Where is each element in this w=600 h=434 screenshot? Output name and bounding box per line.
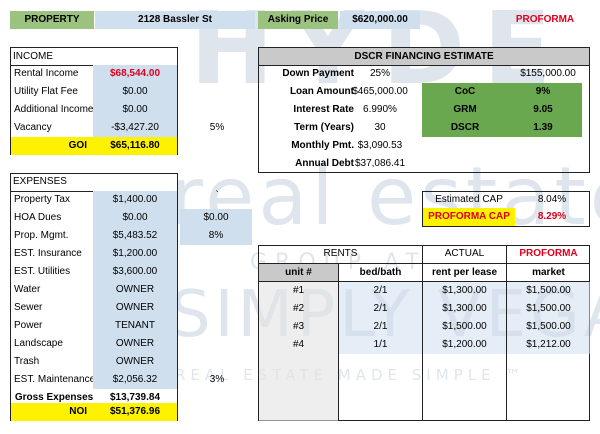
noi-value: $51,376.96 <box>93 403 177 421</box>
income-label-vacancy: Vacancy <box>14 122 52 133</box>
expenses-title: EXPENSES <box>13 176 67 187</box>
rent-row-2-market: $1,500.00 <box>526 303 571 314</box>
income-value-vacancy: -$3,427.20 <box>93 119 177 137</box>
rent-row-2-unit: #2 <box>292 303 305 314</box>
rent-row-1-bedbath: 2/1 <box>373 285 388 296</box>
expense-label-water: Water <box>14 284 41 295</box>
gross-expenses-value: $13,739.84 <box>109 392 161 403</box>
col-bed-bath: bed/bath <box>359 267 402 278</box>
rent-row-3-unit: #3 <box>292 321 305 332</box>
col-market: market <box>532 267 565 278</box>
rents-title: RENTS <box>323 248 358 259</box>
dscr-box <box>258 47 590 173</box>
expense-label-hoa: HOA Dues <box>14 212 62 223</box>
expense-extra-maintenance: 3% <box>209 374 225 385</box>
asking-price-value: $620,000.00 <box>340 11 420 29</box>
metric-label-grm: GRM <box>453 104 477 115</box>
expense-label-landscape: Landscape <box>14 338 63 349</box>
dscr-down-payment-amount: $155,000.00 <box>520 68 576 79</box>
cap-box <box>422 191 590 227</box>
proforma-cap-value: 8.29% <box>537 211 567 222</box>
expense-value-water: OWNER <box>93 281 177 299</box>
noi-label: NOI <box>11 403 93 421</box>
expense-value-maintenance: $2,056.32 <box>93 371 177 389</box>
expense-value-landscape: OWNER <box>93 335 177 353</box>
rent-row-4-market: $1,212.00 <box>526 339 571 350</box>
expense-value-tax: $1,400.00 <box>93 191 177 209</box>
expense-label-maintenance: EST. Maintenance <box>14 374 94 385</box>
rent-row-3-market: $1,500.00 <box>526 321 571 332</box>
expense-extra-mgmt: 8% <box>180 227 252 245</box>
col-rent-per-lease: rent per lease <box>431 267 498 278</box>
proforma-header: PROFORMA <box>515 14 575 25</box>
expense-value-insurance: $1,200.00 <box>93 245 177 263</box>
proforma-cap-label: PROFORMA CAP <box>423 208 515 226</box>
vacancy-percent: 5% <box>209 122 225 133</box>
dscr-value-monthly: $3,090.53 <box>357 140 403 151</box>
expense-label-utilities: EST. Utilities <box>14 266 71 277</box>
dscr-value-rate: 6.990% <box>363 104 397 115</box>
income-value-additional: $0.00 <box>93 101 177 119</box>
rent-row-4-bedbath: 1/1 <box>373 339 388 350</box>
expense-value-hoa: $0.00 <box>93 209 177 227</box>
rents-actual-label: ACTUAL <box>444 248 485 259</box>
metric-label-dscr: DSCR <box>450 122 480 133</box>
rent-row-4-unit: #4 <box>292 339 305 350</box>
expense-extra-hoa: $0.00 <box>180 209 252 227</box>
rent-row-1-unit: #1 <box>292 285 305 296</box>
income-title: INCOME <box>13 51 53 62</box>
dscr-value-loan: $465,000.00 <box>352 86 408 97</box>
expense-label-sewer: Sewer <box>14 302 43 313</box>
property-address: 2128 Bassler St <box>95 11 255 29</box>
property-label: PROPERTY <box>10 11 94 29</box>
expense-label-insurance: EST. Insurance <box>14 248 82 259</box>
estimated-cap-label: Estimated CAP <box>435 194 503 205</box>
expense-extra-tax: ` <box>215 190 219 201</box>
expense-value-mgmt: $5,483.52 <box>93 227 177 245</box>
metric-value-dscr: 1.39 <box>533 122 553 133</box>
dscr-value-annual: $37,086.41 <box>354 158 406 169</box>
rent-row-4-lease: $1,200.00 <box>442 339 487 350</box>
rent-row-1-lease: $1,300.00 <box>442 285 487 296</box>
rent-row-1-market: $1,500.00 <box>526 285 571 296</box>
expense-label-tax: Property Tax <box>14 194 70 205</box>
dscr-label-annual: Annual Debt <box>295 158 354 169</box>
dscr-label-loan: Loan Amount <box>289 86 354 97</box>
dscr-label-term: Term (Years) <box>294 122 354 133</box>
expense-value-power: TENANT <box>93 317 177 335</box>
dscr-label-down-payment: Down Payment <box>282 68 354 79</box>
expense-value-utilities: $3,600.00 <box>93 263 177 281</box>
dscr-label-monthly: Monthly Pmt. <box>291 140 354 151</box>
expense-label-mgmt: Prop. Mgmt. <box>14 230 69 241</box>
income-label-rental: Rental Income <box>14 68 79 79</box>
income-label-additional: Additional Income <box>14 104 94 115</box>
rent-row-3-lease: $1,500.00 <box>442 321 487 332</box>
metric-label-coc: CoC <box>454 86 476 97</box>
income-value-rental: $68,544.00 <box>93 65 177 83</box>
metric-value-grm: 9.05 <box>533 104 553 115</box>
expense-value-trash: OWNER <box>93 353 177 371</box>
income-value-utility: $0.00 <box>93 83 177 101</box>
rent-row-2-bedbath: 2/1 <box>373 303 388 314</box>
metric-value-coc: 9% <box>535 86 551 97</box>
rent-row-2-lease: $1,300.00 <box>442 303 487 314</box>
expense-value-sewer: OWNER <box>93 299 177 317</box>
metrics-panel <box>422 83 582 137</box>
expense-label-power: Power <box>14 320 43 331</box>
goi-label: GOI <box>11 137 93 155</box>
expense-label-trash: Trash <box>14 356 40 367</box>
rents-proforma-label: PROFORMA <box>519 248 578 259</box>
dscr-value-term: 30 <box>374 122 386 133</box>
col-unit: unit # <box>259 264 338 281</box>
dscr-value-down-payment: 25% <box>369 68 390 79</box>
dscr-title: DSCR FINANCING ESTIMATE <box>259 48 589 66</box>
rent-row-3-bedbath: 2/1 <box>373 321 388 332</box>
dscr-label-rate: Interest Rate <box>293 104 354 115</box>
asking-price-label: Asking Price <box>258 11 338 29</box>
gross-expenses-label: Gross Expenses <box>14 392 94 403</box>
estimated-cap-value: 8.04% <box>537 194 567 205</box>
goi-value: $65,116.80 <box>93 137 177 155</box>
income-label-utility: Utility Flat Fee <box>14 86 78 97</box>
